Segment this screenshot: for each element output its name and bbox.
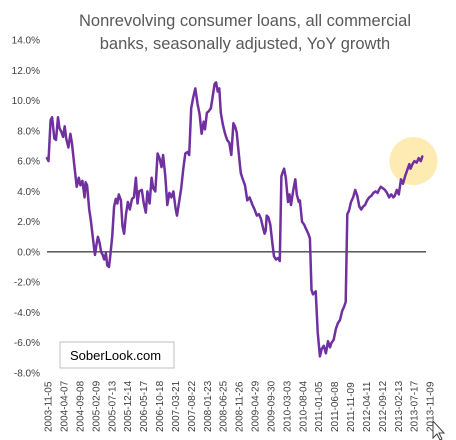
x-tick-label: 2013-07-17 [410,380,421,432]
series-line [45,81,424,358]
y-tick-label: 10.0% [12,96,40,107]
x-tick-label: 2009-04-29 [251,380,262,432]
x-tick-label: 2007-03-21 [171,380,182,432]
x-tick-label: 2010-03-03 [282,380,293,432]
chart-title-line-1: Nonrevolving consumer loans, all commerc… [79,12,411,30]
y-tick-label: 4.0% [17,187,40,198]
x-tick-label: 2013-11-09 [426,381,437,432]
x-tick-label: 2005-02-09 [91,380,102,432]
x-tick-label: 2007-08-22 [187,380,198,432]
x-tick-label: 2011-11-09 [346,382,357,432]
y-tick-label: -6.0% [14,338,40,349]
chart-title-line-2: banks, seasonally adjusted, YoY growth [100,35,390,53]
y-tick-label: -4.0% [14,308,40,319]
y-tick-label: 2.0% [17,217,40,228]
x-tick-label: 2009-09-30 [266,380,277,432]
y-axis-ticks: 14.0% 12.0% 10.0% 8.0% 6.0% 4.0% 2.0% 0.0% -2.0%… [12,36,40,380]
x-tick-label: 2005-07-13 [107,380,118,432]
series-layer [45,81,424,358]
y-tick-label: 8.0% [17,126,40,137]
y-tick-label: 0.0% [17,247,40,258]
watermark-text: SoberLook.com [70,348,161,363]
x-tick-label: 2011-06-08 [330,381,341,432]
y-tick-label: 6.0% [17,157,40,168]
x-tick-label: 2008-06-25 [219,380,230,432]
y-tick-label: -2.0% [14,278,40,289]
mouse-cursor-icon [432,419,446,440]
watermark: SoberLook.com [59,341,175,369]
x-tick-label: 2006-10-18 [155,380,166,432]
x-tick-label: 2012-09-12 [378,380,389,432]
x-tick-label: 2006-05-17 [139,380,150,432]
x-axis-ticks: 2003-11-05 2004-04-07 2004-09-08 2005-02-09… [44,380,437,432]
x-tick-label: 2004-09-08 [75,380,86,432]
x-tick-label: 2008-11-26 [235,381,246,432]
x-tick-label: 2012-04-11 [362,381,373,432]
y-tick-label: -8.0% [14,369,40,380]
y-tick-label: 12.0% [12,66,40,77]
x-tick-label: 2013-02-13 [394,380,405,432]
x-tick-label: 2010-08-04 [298,380,309,432]
x-tick-label: 2008-01-23 [203,380,214,432]
x-tick-label: 2004-04-07 [60,380,71,432]
x-tick-label: 2011-01-05 [314,381,325,432]
x-tick-label: 2003-11-05 [44,381,55,432]
watermark-box [59,341,175,369]
x-tick-label: 2005-12-14 [123,380,134,432]
y-tick-label: 14.0% [12,36,40,47]
